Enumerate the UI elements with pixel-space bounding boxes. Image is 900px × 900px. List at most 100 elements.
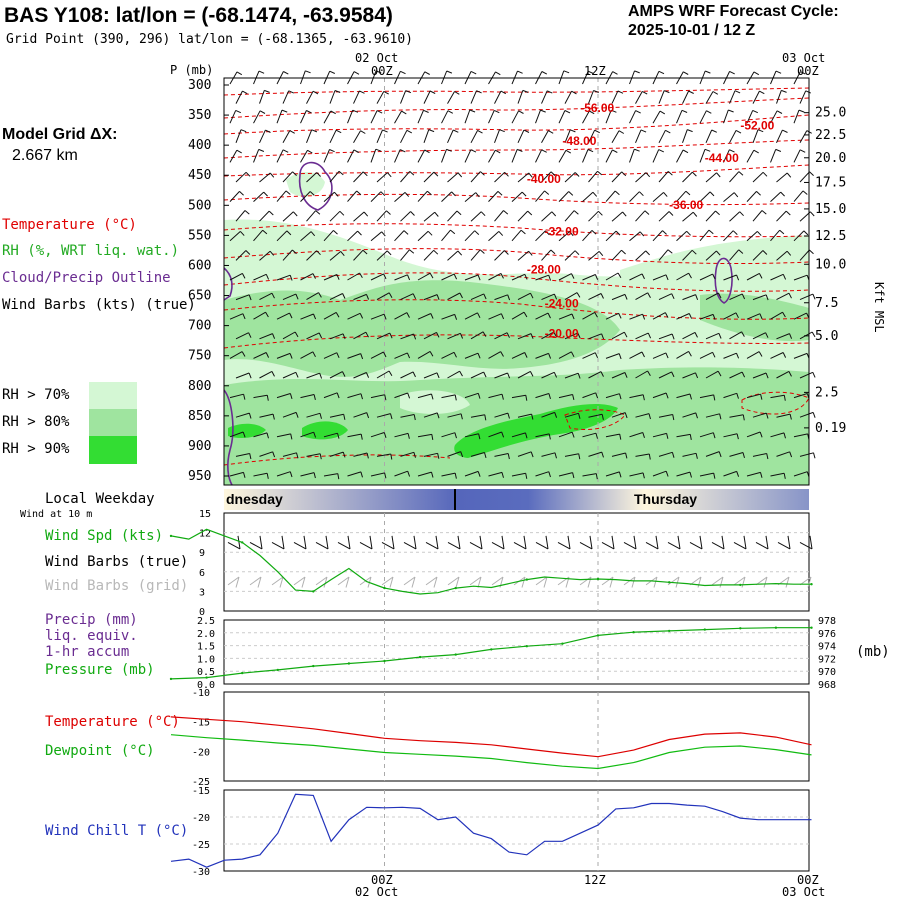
wind-barb — [605, 433, 622, 440]
wind-barb — [470, 211, 486, 222]
wind-barb — [611, 249, 626, 261]
wind-barb — [447, 250, 463, 261]
wind-barb — [770, 394, 786, 401]
wind-barb — [699, 191, 715, 202]
wind-barb — [306, 90, 319, 104]
wind-barb — [253, 311, 269, 320]
wind-speed-line — [170, 528, 812, 595]
wind-barb — [323, 473, 340, 480]
wind-barb-grid — [271, 576, 284, 588]
wind-barb — [470, 452, 487, 459]
wind-barb — [752, 210, 767, 222]
wind-barb — [447, 413, 463, 420]
wind-barb — [511, 110, 524, 124]
weekday-label: Local Weekday — [45, 491, 155, 507]
kft-tick-label-10: 0.19 — [815, 421, 846, 436]
wind-barb — [235, 332, 252, 340]
wind-barb — [699, 148, 711, 163]
wind-barb — [564, 210, 579, 222]
wind-barb — [347, 230, 362, 242]
wind-barb — [253, 432, 269, 439]
wind-barb — [588, 371, 604, 379]
wind-barb — [652, 432, 669, 439]
weekday-day2: Thursday — [634, 491, 698, 507]
wind-barb — [282, 293, 299, 301]
wind-barb-grid — [337, 576, 350, 588]
wind-barb — [705, 413, 722, 420]
wind-barb — [394, 274, 411, 281]
pressure-point — [774, 626, 778, 629]
wind-barb — [558, 149, 572, 163]
wind-barb — [300, 431, 317, 438]
wind-barb — [347, 272, 363, 281]
wind-barb-grid — [535, 576, 548, 588]
wind-barb — [799, 371, 816, 379]
wind-barb — [746, 272, 763, 281]
wind-barb — [329, 90, 341, 104]
wind-barb — [259, 333, 276, 340]
wind-barb — [611, 412, 628, 419]
wind-barb — [323, 311, 340, 320]
wind-barb — [793, 109, 805, 124]
wind-barb — [605, 149, 618, 163]
wind-barb — [511, 148, 523, 163]
wind-barb — [517, 89, 529, 104]
pressure-tick-label-850: 850 — [188, 409, 211, 424]
wind-barb — [564, 412, 581, 419]
wind-barb — [770, 191, 785, 202]
pressure-tick-label-300: 300 — [188, 78, 211, 93]
legend-rh80: RH > 80% — [2, 414, 70, 430]
wind-speed-point — [383, 586, 386, 590]
pressure-point — [810, 626, 813, 629]
wind-barb-true — [689, 535, 703, 550]
wind-barb — [746, 351, 763, 359]
p-axis-title: P (mb) — [170, 63, 214, 77]
label-wind-barbs-grid: Wind Barbs (grid) — [45, 578, 189, 594]
wind-barb — [582, 352, 599, 359]
cloud-outlines — [223, 161, 733, 486]
wind-barb — [253, 273, 270, 281]
temp-ytick--15: -15 — [192, 718, 210, 729]
pressure-tick-label-450: 450 — [188, 168, 211, 183]
bottom-date-left: 02 Oct — [355, 885, 399, 899]
wind-barb — [558, 472, 575, 479]
legend-temperature: Temperature (°C) — [2, 217, 137, 233]
temp-ytick--20: -20 — [192, 747, 210, 758]
weekday-sub: Wind at 10 m — [20, 509, 93, 520]
pressure-point — [561, 642, 564, 645]
wind-barb — [259, 413, 275, 420]
wind-barb-grid — [711, 576, 724, 588]
wind-barb — [705, 91, 719, 104]
wind-barb — [535, 190, 550, 202]
wind-speed-point — [668, 581, 671, 584]
wind-barb — [347, 149, 360, 163]
wind-barb — [582, 392, 599, 399]
top-tick-12z: 12Z — [584, 64, 606, 78]
label-precip-2: liq. equiv. — [45, 628, 138, 644]
wind-barb-true — [227, 535, 241, 550]
wind-barb — [770, 432, 786, 439]
wind-barb — [370, 110, 383, 124]
wind-barb — [652, 230, 667, 242]
wind-barb — [464, 470, 481, 477]
precip-ytick-5: 2.5 — [197, 616, 215, 627]
wind-barb — [447, 370, 463, 379]
wind-barb — [770, 273, 787, 281]
wind-barb — [776, 172, 792, 183]
wind-barb — [635, 332, 652, 340]
wind-barb-grid — [733, 576, 746, 588]
temp-ytick--25: -25 — [192, 777, 210, 788]
wind-barb-true — [447, 535, 461, 550]
wind-barb — [276, 190, 291, 202]
wind-barb — [323, 352, 340, 359]
wind-barb — [323, 392, 340, 399]
wind-barb — [282, 371, 299, 379]
wind-barb — [652, 192, 668, 202]
station-title: BAS Y108: lat/lon = (-68.1474, -63.9584) — [4, 4, 393, 27]
wind-barb — [611, 130, 625, 144]
wind-barb — [676, 190, 691, 202]
wind-barb — [441, 432, 457, 439]
pressure-point — [703, 628, 706, 631]
wind-barb — [629, 351, 645, 359]
